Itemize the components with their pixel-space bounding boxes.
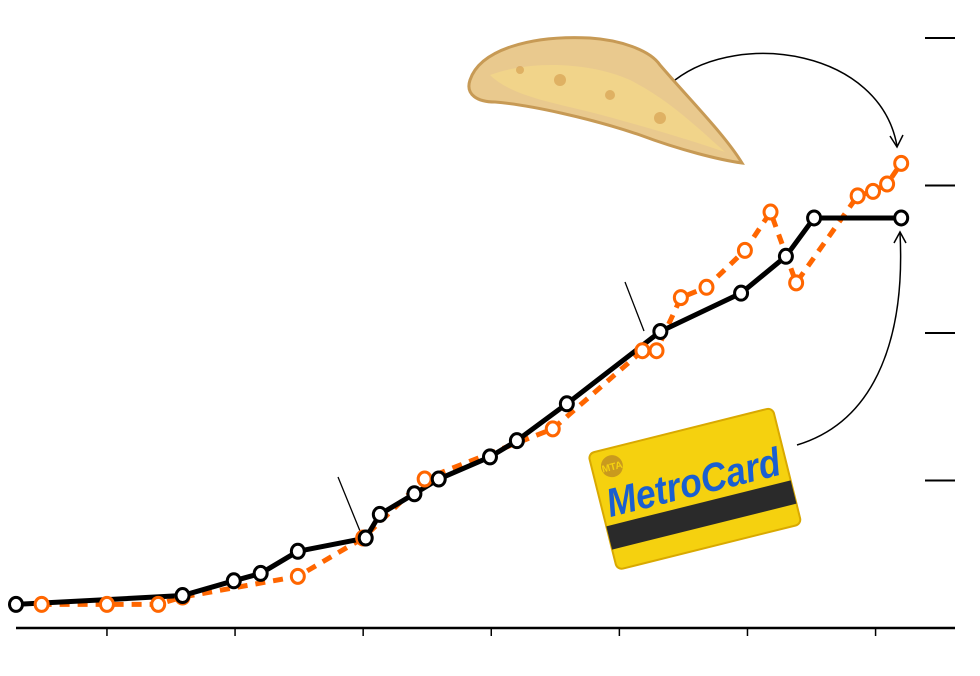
data-point xyxy=(430,470,447,488)
data-point xyxy=(33,595,50,613)
axes xyxy=(16,37,955,636)
mta-badge: MTA xyxy=(601,460,624,476)
data-point xyxy=(893,209,910,227)
data-point xyxy=(406,485,423,503)
marker-line-2 xyxy=(624,281,645,332)
metrocard-arrow xyxy=(796,232,902,446)
metrocard-icon: MTA MetroCard xyxy=(588,407,802,570)
data-point xyxy=(672,289,689,307)
data-point xyxy=(698,278,715,296)
data-point xyxy=(150,595,167,613)
metrocard-arrow-head xyxy=(893,230,907,244)
data-point xyxy=(558,395,575,413)
data-point xyxy=(508,432,525,450)
data-point xyxy=(289,567,306,585)
pizza-arrow-head xyxy=(889,134,904,149)
data-point xyxy=(289,542,306,560)
data-point xyxy=(634,342,651,360)
data-point xyxy=(788,274,805,292)
data-point xyxy=(544,420,561,438)
data-point xyxy=(481,448,498,466)
annotations: MTA MetroCard xyxy=(337,36,907,570)
data-point xyxy=(648,342,665,360)
data-point xyxy=(174,587,191,605)
data-point xyxy=(893,154,910,172)
data-point xyxy=(8,595,24,613)
data-point xyxy=(371,505,388,523)
series-layer xyxy=(8,154,910,613)
pizza-slice-icon xyxy=(467,36,745,165)
data-point xyxy=(849,187,866,205)
data-point xyxy=(762,203,779,221)
data-point xyxy=(777,247,794,265)
data-point xyxy=(252,564,269,582)
data-point xyxy=(225,572,242,590)
data-point xyxy=(357,529,374,547)
data-point xyxy=(652,323,669,341)
data-point xyxy=(806,209,823,227)
data-point xyxy=(416,470,433,488)
pizza-arrow xyxy=(674,52,898,147)
data-point xyxy=(98,595,115,613)
data-point xyxy=(733,284,750,302)
series-line-1 xyxy=(41,161,904,607)
data-point xyxy=(879,175,896,193)
marker-line-1 xyxy=(337,476,361,532)
data-point xyxy=(865,182,882,200)
data-point xyxy=(736,241,753,259)
